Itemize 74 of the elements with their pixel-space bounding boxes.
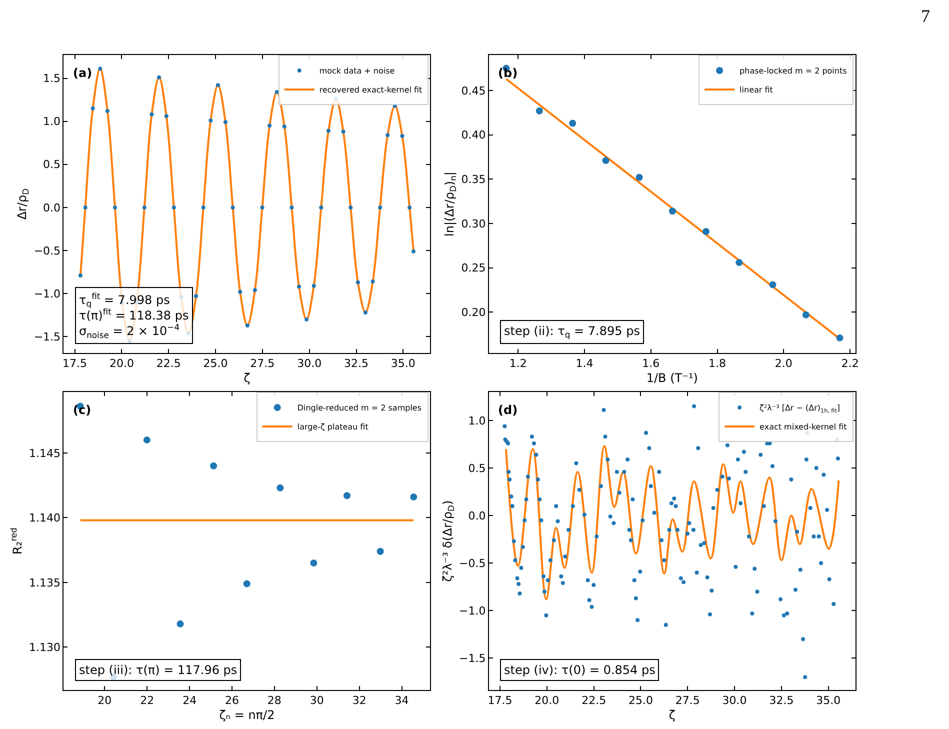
- y-tick-label: −1.5: [459, 652, 486, 666]
- x-tick-label: 34: [394, 694, 409, 708]
- x-tick-label: 35.0: [816, 694, 841, 708]
- text: 7: [921, 6, 930, 26]
- legend-label: phase-locked m = 2 points: [740, 66, 847, 76]
- x-axis-title: ζ: [244, 371, 250, 386]
- y-tick-label: −1.0: [34, 287, 61, 300]
- x-tick-label: 24: [182, 694, 197, 708]
- x-axis-title: ζ: [668, 708, 676, 722]
- x-tick-label: 30.0: [722, 694, 747, 708]
- legend-label: recovered exact-kernel fit: [319, 86, 422, 95]
- y-tick-label: 1.140: [29, 512, 61, 525]
- x-tick-label: 26: [225, 694, 240, 708]
- y-tick-label: 0.45: [461, 84, 486, 98]
- text: (a): [73, 66, 92, 80]
- y-tick-label: 0.35: [461, 173, 486, 186]
- y-tick-label: 0.20: [461, 306, 486, 320]
- legend-label: large-ζ plateau fit: [297, 422, 368, 432]
- x-tick-label: 20.0: [109, 357, 134, 370]
- x-tick-label: 1.4: [576, 357, 594, 370]
- x-tick-label: 1.2: [509, 357, 527, 370]
- text: τ$_{q}$$^{fit}$ = 7.998 ps τ(π)$^{fit}$ = 118.38 ps σ$_{noise}$ = 2 × 10$^{−4}$: [79, 291, 189, 340]
- x-tick-label: 1.6: [642, 357, 660, 370]
- x-tick-label: 20.0: [534, 694, 560, 708]
- y-tick-label: 1.130: [29, 641, 61, 654]
- y-tick-label: 0.30: [461, 217, 486, 230]
- x-tick-label: 25.0: [203, 357, 228, 370]
- x-tick-label: 22.5: [582, 694, 606, 708]
- y-tick-label: −0.5: [34, 244, 61, 258]
- legend-label: mock data + noise: [319, 66, 395, 76]
- y-tick-label: 1.135: [29, 576, 61, 590]
- annotation: step (iii): τ(π) = 117.96 ps: [79, 663, 238, 677]
- legend-label: ζ²λ⁻³ [Δr − (Δr)$_{1h, fit}$]: [760, 404, 840, 414]
- y-tick-label: 1.0: [468, 414, 486, 428]
- x-axis-title: ζₙ = nπ/2: [219, 708, 275, 722]
- text: (c): [73, 403, 92, 417]
- x-tick-label: 17.5: [488, 694, 512, 708]
- x-tick-label: 35.0: [390, 357, 416, 370]
- x-tick-label: 27.5: [675, 694, 700, 708]
- x-tick-label: 30: [310, 694, 324, 708]
- y-tick-label: 0.5: [468, 462, 486, 475]
- x-tick-label: 30.0: [297, 357, 322, 370]
- x-tick-label: 32.5: [344, 357, 369, 370]
- x-tick-label: 28: [267, 694, 282, 708]
- legend-label: linear fit: [740, 86, 773, 95]
- legend-label: Dingle-reduced m = 2 samples: [297, 404, 422, 413]
- x-axis-title: 1/B (T⁻¹): [646, 371, 698, 386]
- y-tick-label: 1.0: [43, 115, 61, 128]
- legend-label: exact mixed-kernel fit: [760, 422, 847, 432]
- y-tick-label: −0.5: [459, 556, 486, 570]
- y-tick-label: 1.145: [29, 446, 61, 460]
- x-tick-label: 17.5: [62, 357, 88, 370]
- x-tick-label: 20: [98, 694, 112, 708]
- x-tick-label: 2.2: [841, 357, 859, 370]
- text: (d): [498, 403, 518, 417]
- x-tick-label: 32.5: [769, 694, 794, 708]
- y-tick-label: 0.25: [461, 262, 486, 275]
- x-tick-label: 32: [352, 694, 366, 708]
- x-tick-label: 1.8: [708, 357, 726, 370]
- x-tick-label: 2.0: [774, 357, 792, 370]
- annotation: step (ii): τ$_{q}$ = 7.895 ps: [504, 324, 640, 340]
- x-tick-label: 25.0: [628, 694, 653, 708]
- y-tick-label: 0.5: [43, 158, 61, 172]
- text: (b): [498, 66, 518, 80]
- x-tick-label: 22.5: [156, 357, 181, 370]
- y-tick-label: 0.0: [43, 201, 61, 214]
- y-tick-label: −1.5: [34, 330, 61, 344]
- x-tick-label: 27.5: [250, 357, 275, 370]
- y-tick-label: 0.40: [461, 128, 486, 142]
- y-tick-label: 0.0: [468, 509, 486, 522]
- x-tick-label: 22: [140, 694, 154, 708]
- y-tick-label: −1.0: [459, 604, 486, 618]
- annotation: step (iv): τ(0) = 0.854 ps: [504, 663, 656, 677]
- y-tick-label: 1.5: [43, 72, 61, 86]
